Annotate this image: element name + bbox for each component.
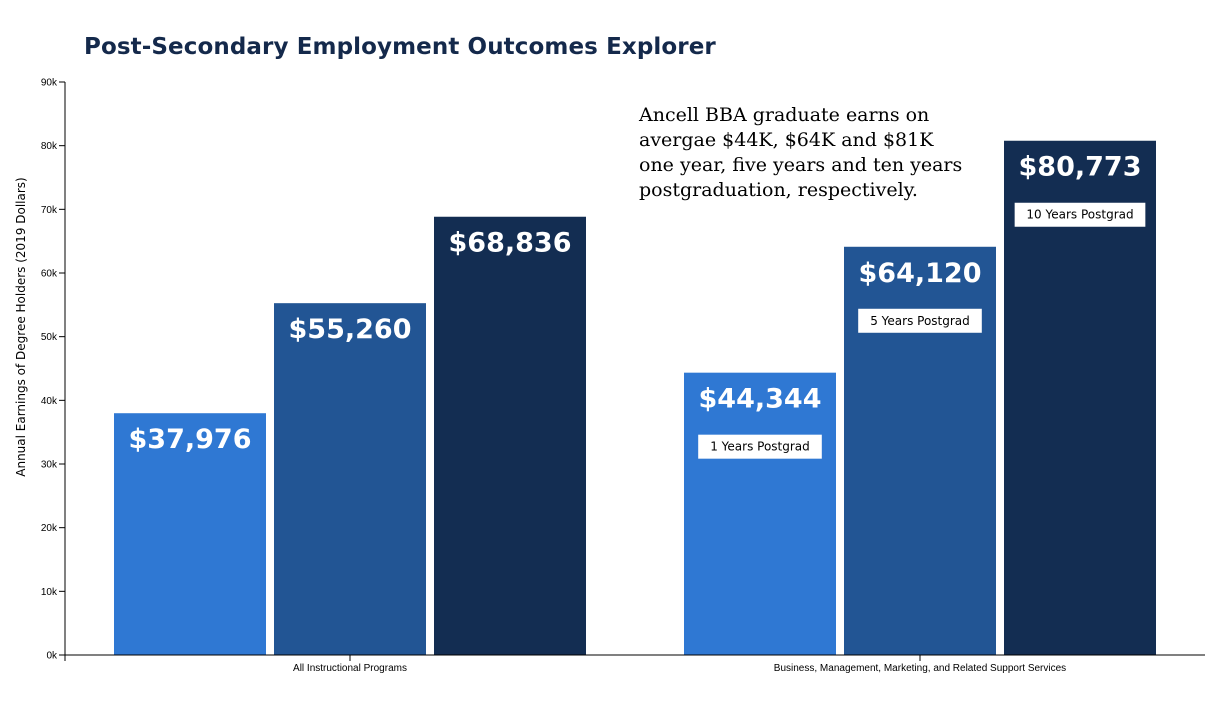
series-badge-label: 5 Years Postgrad: [870, 314, 970, 328]
bar-value-label: $55,260: [289, 314, 412, 345]
chart-title: Post-Secondary Employment Outcomes Explo…: [84, 34, 716, 60]
y-tick-label: 40k: [41, 396, 58, 407]
category-label: Business, Management, Marketing, and Rel…: [774, 663, 1066, 674]
bars: $37,976 $55,260 $68,836 $44,344 1 Years Post…: [114, 140, 1156, 655]
y-tick-label: 50k: [41, 332, 58, 343]
bar-value-label: $80,773: [1019, 152, 1142, 183]
annotation-text: Ancell BBA graduate earns on avergae $44…: [639, 104, 963, 201]
y-tick-label: 70k: [41, 205, 58, 216]
y-axis: 0k 10k 20k 30k 40k 50k 60k 70k 80k 90k: [41, 78, 66, 662]
bar[interactable]: [844, 246, 996, 655]
x-axis: All Instructional Programs Business, Mana…: [64, 654, 1205, 674]
y-tick-label: 0k: [46, 651, 58, 662]
y-tick-label: 90k: [41, 78, 58, 89]
y-tick-label: 10k: [41, 587, 58, 598]
bar-value-label: $37,976: [129, 424, 252, 455]
y-axis-title: Annual Earnings of Degree Holders (2019 …: [14, 177, 28, 477]
bar-value-label: $44,344: [699, 384, 822, 415]
bar-value-label: $68,836: [449, 228, 572, 259]
bar[interactable]: [684, 372, 836, 655]
y-tick-label: 60k: [41, 269, 58, 280]
y-tick-label: 30k: [41, 460, 58, 471]
series-badge: [858, 308, 982, 333]
bar[interactable]: [434, 216, 586, 655]
y-tick-label: 20k: [41, 523, 58, 534]
bar[interactable]: [274, 303, 426, 655]
series-badge: [698, 434, 822, 459]
series-badge-label: 1 Years Postgrad: [710, 440, 810, 454]
bar[interactable]: [114, 413, 266, 655]
bar-value-label: $64,120: [859, 258, 982, 289]
series-badge-label: 10 Years Postgrad: [1026, 208, 1133, 222]
y-tick-label: 80k: [41, 141, 58, 152]
category-label: All Instructional Programs: [293, 663, 407, 674]
series-badge: [1014, 202, 1146, 227]
